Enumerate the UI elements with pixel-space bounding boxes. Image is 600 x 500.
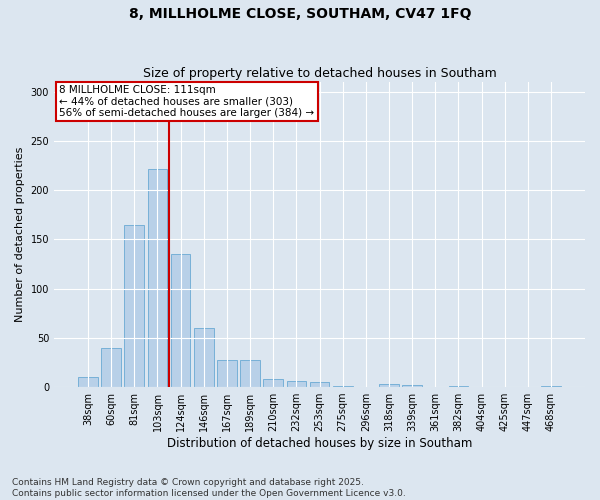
Bar <box>333 386 353 387</box>
Bar <box>240 360 260 387</box>
Bar <box>541 386 561 387</box>
Bar <box>310 382 329 387</box>
Bar <box>402 385 422 387</box>
Y-axis label: Number of detached properties: Number of detached properties <box>15 147 25 322</box>
Bar <box>449 386 468 387</box>
Bar <box>263 379 283 387</box>
Bar <box>78 377 98 387</box>
Bar <box>287 381 306 387</box>
Bar <box>217 360 237 387</box>
X-axis label: Distribution of detached houses by size in Southam: Distribution of detached houses by size … <box>167 437 472 450</box>
Bar <box>101 348 121 387</box>
Bar <box>379 384 399 387</box>
Text: 8 MILLHOLME CLOSE: 111sqm
← 44% of detached houses are smaller (303)
56% of semi: 8 MILLHOLME CLOSE: 111sqm ← 44% of detac… <box>59 85 314 118</box>
Bar <box>124 224 144 387</box>
Bar <box>194 328 214 387</box>
Text: Contains HM Land Registry data © Crown copyright and database right 2025.
Contai: Contains HM Land Registry data © Crown c… <box>12 478 406 498</box>
Title: Size of property relative to detached houses in Southam: Size of property relative to detached ho… <box>143 66 496 80</box>
Bar <box>148 168 167 387</box>
Text: 8, MILLHOLME CLOSE, SOUTHAM, CV47 1FQ: 8, MILLHOLME CLOSE, SOUTHAM, CV47 1FQ <box>129 8 471 22</box>
Bar <box>171 254 190 387</box>
